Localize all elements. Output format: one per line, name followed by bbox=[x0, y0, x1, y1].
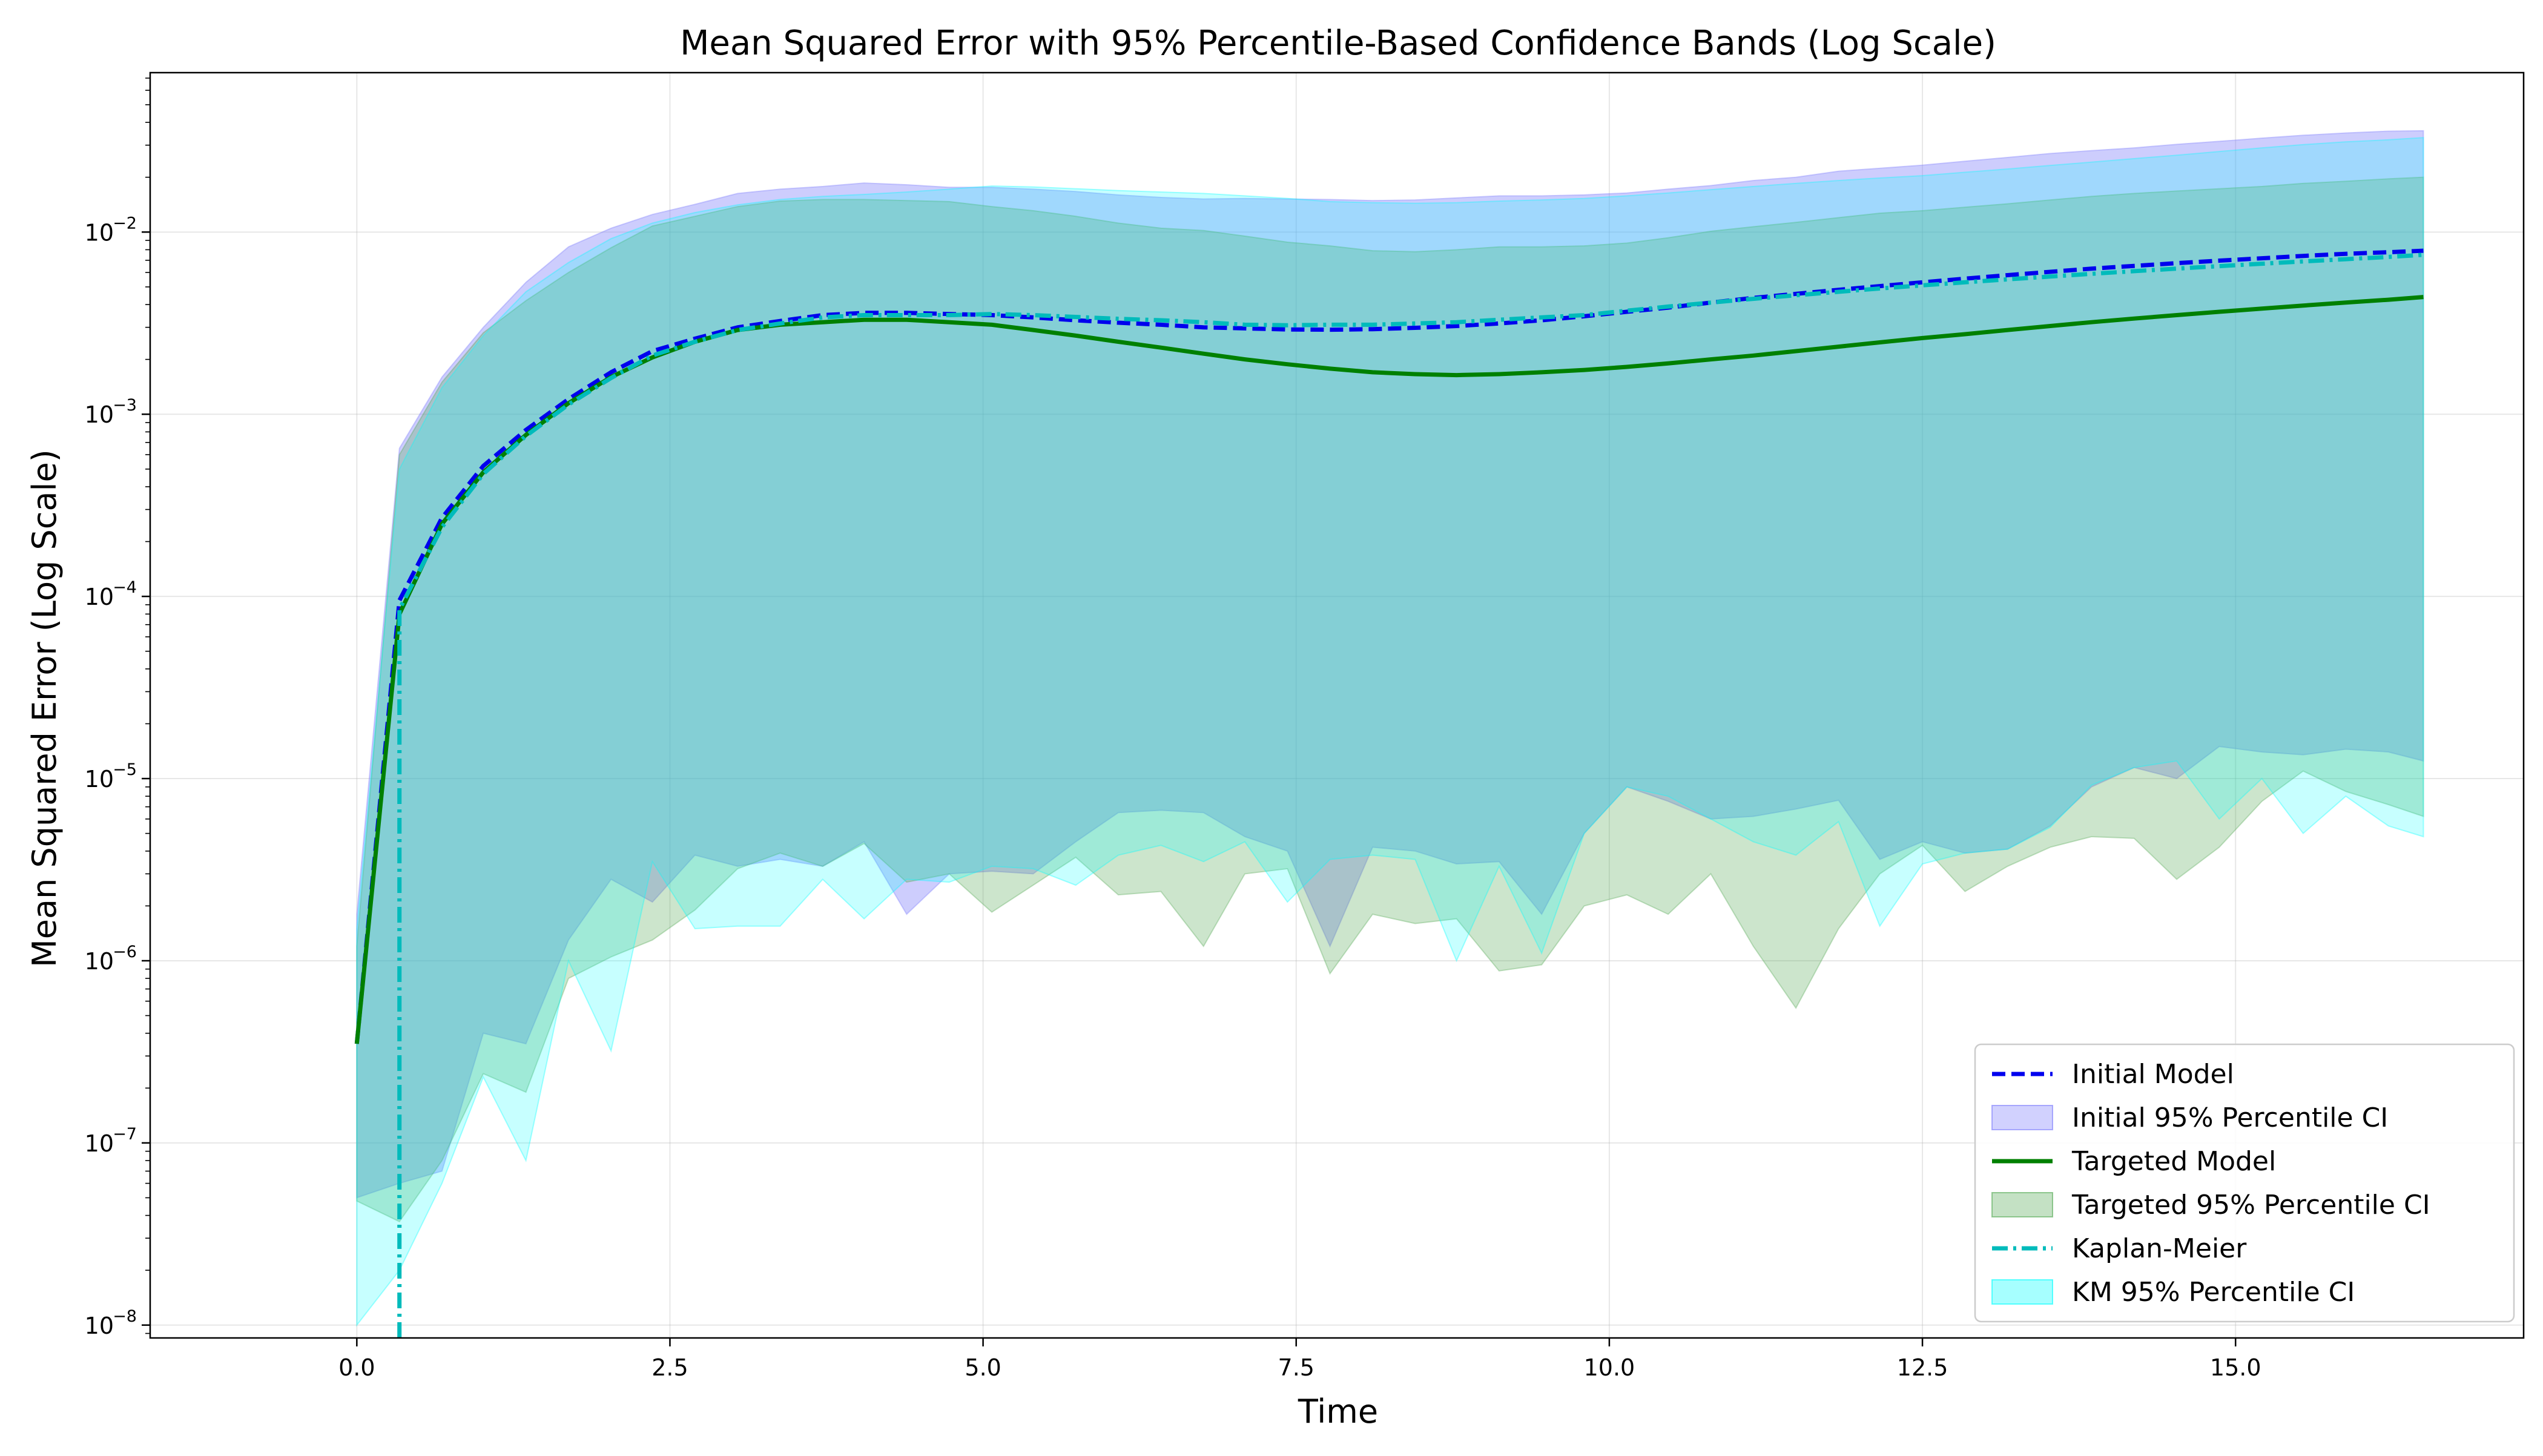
x-tick-label: 7.5 bbox=[1278, 1354, 1314, 1381]
legend-patch-swatch bbox=[1991, 1192, 2053, 1217]
y-axis-ticks: 10−810−710−610−510−410−310−2 bbox=[85, 77, 150, 1339]
x-axis-ticks: 0.0 2.5 5.0 7.5 10.0 12.5 15.0 bbox=[338, 1338, 2261, 1381]
x-axis-label: Time bbox=[1298, 1392, 1378, 1431]
legend-label: Targeted Model bbox=[2071, 1146, 2276, 1177]
y-tick-label: 10 bbox=[85, 766, 114, 792]
y-tick-label: 10 bbox=[85, 584, 114, 610]
y-tick-label: 10 bbox=[85, 219, 114, 246]
y-tick-label: 10 bbox=[85, 948, 114, 975]
x-tick-label: 10.0 bbox=[1584, 1354, 1635, 1381]
series-line-1 bbox=[354, 248, 2424, 1044]
legend: Initial Model Initial 95% Percentile CI Ta… bbox=[1974, 1043, 2515, 1323]
x-tick-label: 0.0 bbox=[338, 1354, 375, 1381]
y-tick-exponent: −8 bbox=[113, 1307, 137, 1326]
y-tick-exponent: −3 bbox=[113, 396, 137, 415]
y-tick-label: 10 bbox=[85, 401, 114, 428]
legend-label: Initial Model bbox=[2072, 1059, 2234, 1090]
legend-label: Kaplan-Meier bbox=[2072, 1233, 2247, 1264]
y-tick-exponent: −6 bbox=[113, 943, 137, 961]
chart-title: Mean Squared Error with 95% Percentile-B… bbox=[680, 24, 1996, 63]
data-layer bbox=[354, 130, 2424, 1338]
y-axis-label: Mean Squared Error (Log Scale) bbox=[25, 449, 64, 967]
y-tick-label: 10 bbox=[85, 1313, 114, 1339]
legend-patch-swatch bbox=[1991, 1105, 2053, 1130]
plot-area: 0.0 2.5 5.0 7.5 10.0 12.5 15.010−810−710−610−5… bbox=[85, 71, 2525, 1381]
grid-lines bbox=[150, 73, 2524, 1338]
y-tick-label: 10 bbox=[85, 1130, 114, 1157]
y-tick-exponent: −5 bbox=[113, 760, 137, 779]
legend-box bbox=[1974, 1043, 2515, 1323]
confidence-band-1 bbox=[356, 130, 2424, 1199]
x-tick-label: 12.5 bbox=[1897, 1354, 1948, 1381]
x-tick-label: 5.0 bbox=[965, 1354, 1001, 1381]
series-line-3 bbox=[397, 252, 2424, 1338]
axes-frame bbox=[149, 71, 2525, 1339]
x-tick-label: 2.5 bbox=[651, 1354, 688, 1381]
confidence-band-2 bbox=[356, 176, 2424, 1223]
legend-label: Targeted 95% Percentile CI bbox=[2071, 1190, 2430, 1220]
x-tick-label: 15.0 bbox=[2210, 1354, 2261, 1381]
legend-patch-swatch bbox=[1991, 1279, 2053, 1305]
series-line-2 bbox=[354, 295, 2424, 1044]
y-tick-exponent: −4 bbox=[113, 578, 137, 597]
confidence-band-3 bbox=[356, 137, 2424, 1327]
y-tick-exponent: −2 bbox=[113, 214, 137, 232]
y-tick-exponent: −7 bbox=[113, 1125, 137, 1144]
legend-label: KM 95% Percentile CI bbox=[2072, 1277, 2355, 1308]
legend-label: Initial 95% Percentile CI bbox=[2072, 1102, 2388, 1133]
